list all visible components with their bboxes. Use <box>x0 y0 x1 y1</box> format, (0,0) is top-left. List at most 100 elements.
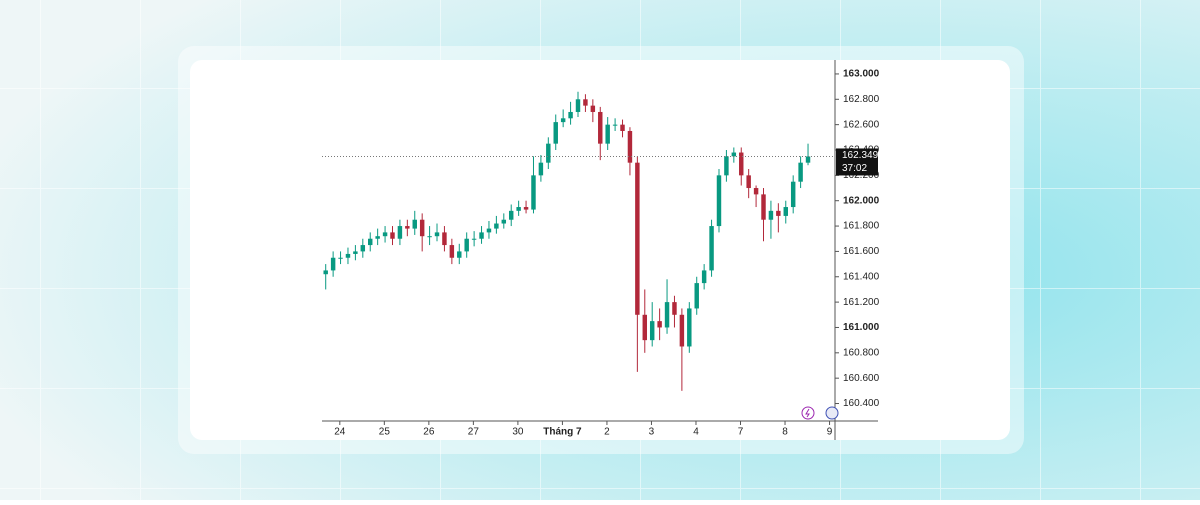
candle-body <box>701 270 707 284</box>
y-tick-label: 161.600 <box>843 246 880 257</box>
candle-body <box>330 257 336 271</box>
candle-body <box>679 314 685 347</box>
candle-body <box>731 152 737 157</box>
candle-body <box>412 219 417 229</box>
y-tick-label: 161.000 <box>843 322 880 333</box>
x-tick-label: Tháng 7 <box>543 427 582 438</box>
candle-body <box>553 122 558 144</box>
y-tick-label: 163.000 <box>843 69 880 80</box>
candle-body <box>368 238 373 246</box>
candle-body <box>635 162 640 315</box>
candle-body <box>739 152 744 176</box>
candle-body <box>494 223 499 229</box>
candle-body <box>538 162 544 176</box>
y-tick-label: 161.400 <box>843 271 880 282</box>
x-tick-label: 2 <box>604 427 610 438</box>
candle-body <box>612 124 618 126</box>
x-tick-label: 27 <box>468 427 480 438</box>
candle-body <box>405 226 410 229</box>
candle-body <box>568 111 573 119</box>
x-tick-label: 3 <box>649 427 655 438</box>
x-tick-label: 24 <box>334 427 346 438</box>
candle-body <box>776 210 781 216</box>
candle-body <box>642 314 648 341</box>
countdown-label: 37:02 <box>842 163 867 174</box>
y-tick-label: 161.200 <box>843 297 880 308</box>
candle-body <box>753 188 759 195</box>
candle-body <box>353 251 358 254</box>
candle-body <box>397 226 403 239</box>
chart-card <box>190 60 1010 440</box>
y-tick-label: 160.400 <box>843 398 880 409</box>
candle-body <box>442 232 447 246</box>
candle-body <box>620 124 625 131</box>
candle-body <box>805 156 811 163</box>
candle-body <box>694 283 699 309</box>
candle-body <box>575 99 581 112</box>
y-tick-label: 161.800 <box>843 221 880 232</box>
y-tick-label: 162.200 <box>843 170 880 181</box>
candle-body <box>323 270 328 275</box>
candle-body <box>449 245 455 258</box>
candle-body <box>716 175 722 227</box>
candle-body <box>523 207 529 210</box>
candle-body <box>486 228 492 233</box>
candle-body <box>427 236 432 238</box>
candle-body <box>457 251 462 258</box>
candle-body <box>583 99 588 106</box>
candle-body <box>464 238 469 252</box>
plot: 163.000162.800162.600162.400162.200162.0… <box>322 69 880 438</box>
candle-body <box>590 105 596 112</box>
candle-body <box>649 321 655 341</box>
candle-body <box>479 232 484 239</box>
x-tick-label: 7 <box>738 427 744 438</box>
candle-body <box>746 175 751 189</box>
y-tick-label: 160.800 <box>843 347 880 358</box>
x-tick-label: 26 <box>423 427 435 438</box>
last-price-label: 162.349 <box>842 150 879 161</box>
candle-body <box>434 232 440 237</box>
candle-body <box>724 156 729 176</box>
candle-body <box>419 219 425 237</box>
candle-body <box>508 210 514 220</box>
candle-body <box>761 194 766 220</box>
flag-icon[interactable] <box>825 406 839 420</box>
candle-body <box>345 253 351 258</box>
y-tick-label: 162.600 <box>843 119 880 130</box>
y-tick-label: 162.000 <box>843 195 880 206</box>
candle-body <box>657 321 662 328</box>
x-tick-label: 25 <box>379 427 391 438</box>
candle-body <box>338 257 343 259</box>
x-tick-label: 30 <box>512 427 524 438</box>
candle-body <box>390 232 395 239</box>
candle-body <box>531 175 536 210</box>
candle-body <box>546 143 551 163</box>
candle-body <box>798 162 803 182</box>
candle-body <box>516 207 521 211</box>
candle-body <box>605 124 610 144</box>
candle-body <box>687 308 692 347</box>
y-tick-label: 162.800 <box>843 94 880 105</box>
last-price-tag <box>836 148 878 176</box>
candle-body <box>790 181 796 208</box>
y-tick-label: 160.600 <box>843 373 880 384</box>
event-icon[interactable] <box>801 406 815 420</box>
candle-body <box>783 207 788 216</box>
candle-body <box>375 236 380 239</box>
x-tick-label: 4 <box>693 427 699 438</box>
candle-body <box>709 226 714 271</box>
candle-body <box>501 219 507 224</box>
candle-body <box>560 118 566 123</box>
candle-body <box>598 111 603 144</box>
candle-body <box>471 238 477 240</box>
x-tick-label: 9 <box>827 427 833 438</box>
x-tick-label: 8 <box>782 427 788 438</box>
candle-body <box>627 130 633 163</box>
candle-body <box>360 245 366 252</box>
event-icon-bolt <box>805 408 810 418</box>
candle-body <box>672 302 677 315</box>
candle-body <box>664 302 670 328</box>
candle-body <box>768 210 774 220</box>
